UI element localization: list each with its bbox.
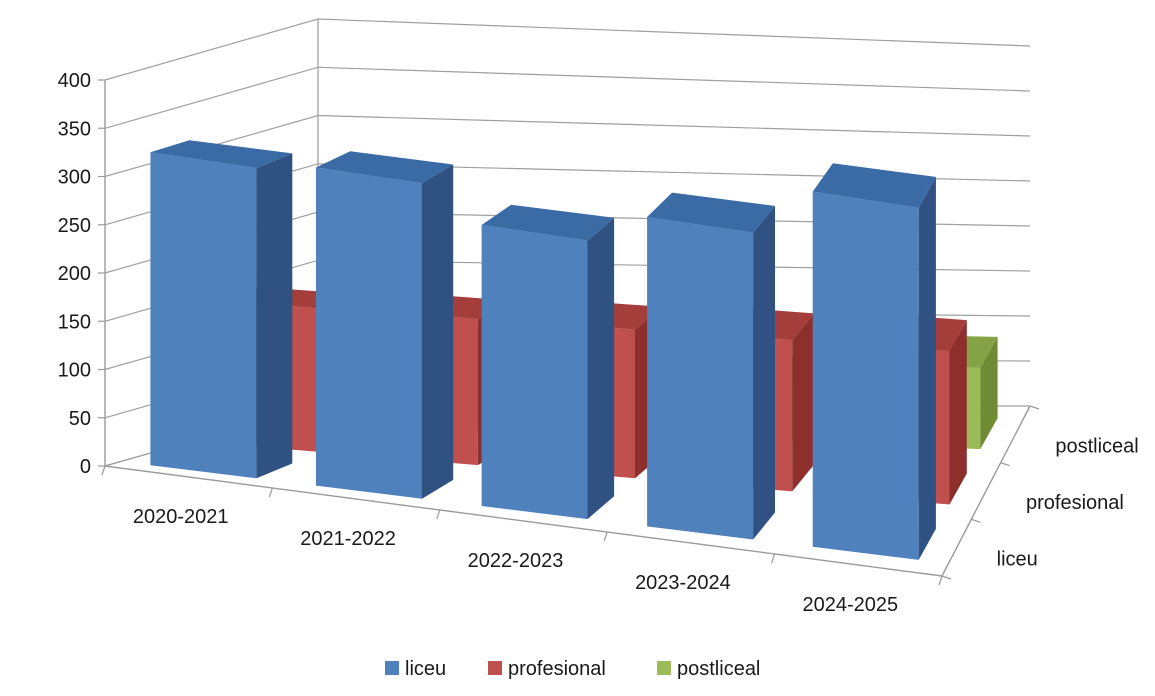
legend-item-liceu: liceu — [385, 658, 446, 680]
chart-labels: 0 50 100 150 200 250 300 350 400 2020-2021 2021-20… — [58, 70, 1139, 616]
bar-side-face — [422, 164, 454, 499]
chart-legend: liceu profesional postliceal — [385, 658, 760, 680]
bar-liceu-2021-2022 — [316, 151, 454, 499]
bar-top-face — [316, 151, 454, 184]
gridline — [104, 18, 1031, 81]
depth-tick-mark — [1029, 405, 1040, 410]
chart-bars — [150, 140, 998, 560]
y-tick-label: 50 — [69, 408, 91, 430]
bar-front-face — [150, 152, 257, 479]
legend-item-postliceal: postliceal — [657, 658, 760, 680]
legend-swatch — [385, 661, 399, 675]
bar-top-face — [812, 163, 936, 208]
legend-swatch — [488, 661, 502, 675]
bar-front-face — [481, 225, 588, 520]
bar-front-face — [316, 167, 422, 499]
x-tick-mark — [771, 553, 776, 564]
bar-top-face — [647, 192, 775, 233]
y-tick-label: 100 — [58, 360, 91, 382]
legend-label: postliceal — [677, 658, 760, 680]
bar-liceu-2022-2023 — [481, 204, 615, 520]
depth-tick-mark — [941, 575, 952, 580]
depth-axis-line — [941, 405, 1031, 577]
bar-side-face — [949, 320, 967, 505]
x-tick-mark — [101, 465, 106, 476]
bar-top-face — [150, 140, 293, 169]
bar-side-face — [587, 217, 615, 520]
gridline — [104, 66, 1031, 129]
bar-liceu-2023-2024 — [647, 192, 775, 540]
x-tick-label: 2020-2021 — [133, 506, 229, 528]
legend-item-profesional: profesional — [488, 658, 606, 680]
legend-label: profesional — [508, 658, 606, 680]
bar-front-face — [812, 191, 919, 560]
bar-top-face — [481, 204, 615, 241]
bar-side-face — [753, 205, 775, 540]
bar-liceu-2024-2025 — [812, 163, 936, 560]
y-tick-label: 350 — [58, 118, 91, 140]
depth-tick-mark — [1000, 462, 1010, 467]
x-tick-label: 2022-2023 — [468, 550, 564, 572]
y-tick-label: 200 — [58, 263, 91, 285]
x-tick-mark — [603, 531, 608, 542]
bar-side-face — [980, 336, 998, 450]
x-tick-mark — [938, 575, 943, 586]
x-tick-label: 2023-2024 — [635, 572, 731, 594]
y-tick-label: 0 — [80, 456, 91, 478]
bar-side-face — [792, 313, 815, 492]
x-tick-mark — [436, 509, 441, 520]
y-tick-label: 250 — [58, 215, 91, 237]
bar-side-face — [256, 153, 293, 479]
y-tick-label: 300 — [58, 167, 91, 189]
legend-swatch — [657, 661, 671, 675]
x-tick-label: 2024-2025 — [802, 594, 898, 616]
bar-front-face — [647, 217, 754, 540]
y-tick-label: 150 — [58, 311, 91, 333]
bar-liceu-2020-2021 — [150, 140, 293, 479]
x-tick-mark — [268, 487, 273, 498]
depth-tick-label: profesional — [1026, 492, 1124, 514]
x-tick-label: 2021-2022 — [300, 528, 396, 550]
legend-label: liceu — [405, 658, 446, 680]
depth-tick-label: liceu — [997, 549, 1038, 571]
y-tick-label: 400 — [58, 70, 91, 92]
depth-tick-mark — [971, 518, 981, 523]
x-axis-line — [104, 465, 943, 577]
bar-side-face — [918, 176, 936, 560]
depth-tick-label: postliceal — [1055, 435, 1138, 457]
